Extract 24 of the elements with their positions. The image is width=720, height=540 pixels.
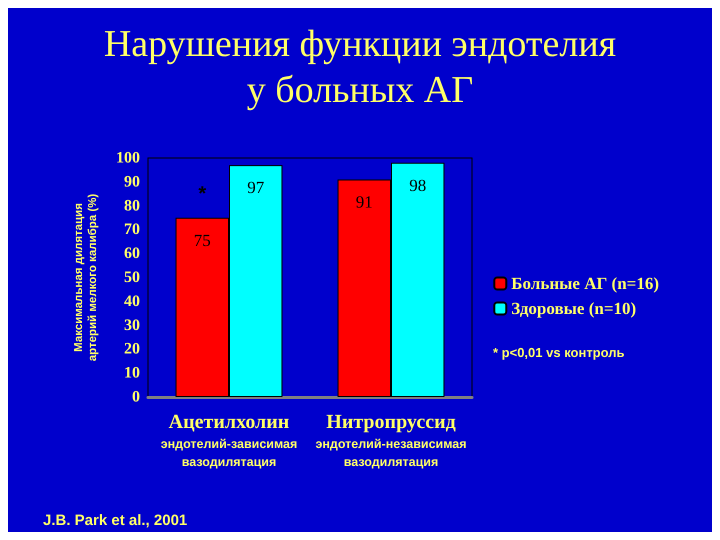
y-tick-label: 0 (132, 388, 140, 406)
y-tick-label: 50 (124, 269, 140, 286)
y-tick-label: 20 (124, 340, 140, 358)
y-tick-label: 70 (124, 221, 140, 238)
legend-label: Больные АГ (n=16) (511, 274, 660, 293)
text: J.B. Park et al., 2001 (43, 512, 188, 529)
data-label: 98 (409, 176, 426, 195)
y-tick-label: 40 (124, 292, 140, 310)
data-label: 97 (247, 178, 265, 198)
data-label: 91 (356, 192, 373, 212)
data-label: 75 (194, 230, 211, 250)
y-tick-label: 80 (124, 197, 140, 214)
y-tick-label: 60 (124, 245, 140, 262)
y-axis-title: Максимальная дилятация артерий мелкого калибра (%) (73, 194, 99, 362)
y-tick-label: 100 (116, 150, 140, 166)
x-tick-label: Нитропруссид эндотелий-независимая вазодилятация (315, 411, 467, 469)
text: * p<0,01 vs контроль (493, 345, 624, 360)
x-tick-label: Ацетилхолин эндотелий-зависимая вазодилятация (160, 411, 298, 469)
chart-title: Нарушения функции эндотелия у больных АГ (104, 23, 616, 111)
y-tick-label: 10 (124, 364, 140, 382)
annotation: * (198, 182, 206, 205)
legend-label: Здоровые (n=10) (511, 299, 636, 318)
y-tick-label: 30 (124, 316, 140, 334)
y-tick-label: 90 (124, 173, 140, 190)
